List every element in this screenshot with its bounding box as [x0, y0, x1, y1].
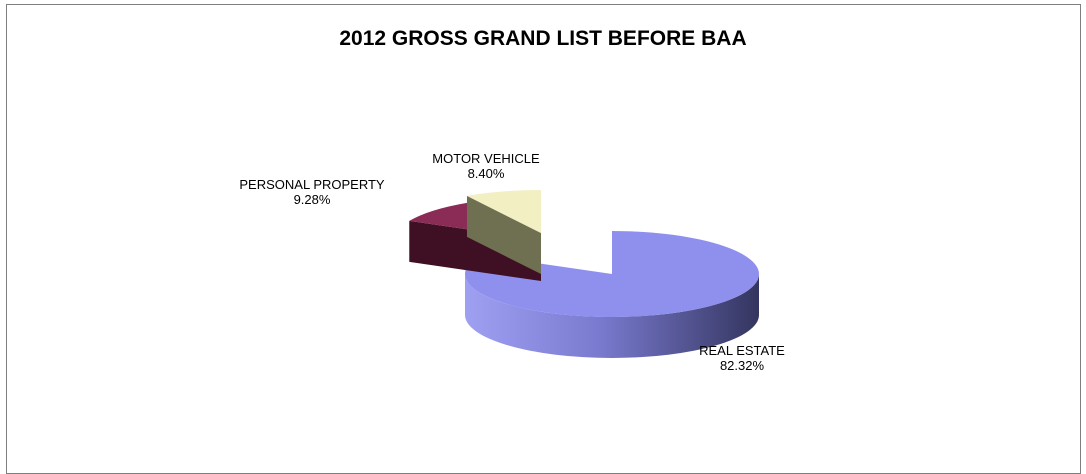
chart-title: 2012 GROSS GRAND LIST BEFORE BAA: [339, 27, 747, 50]
chart-frame: [6, 4, 1081, 474]
slice-value-personal-property: 9.28%: [294, 192, 331, 207]
slice-category-motor-vehicle: MOTOR VEHICLE: [432, 151, 540, 166]
slice-label-personal-property: PERSONAL PROPERTY 9.28%: [239, 177, 385, 207]
pie-chart: REAL ESTATE 82.32% PERSONAL PROPERTY 9.28% M…: [239, 151, 785, 373]
pie-slice-motor-vehicle: [466, 190, 541, 274]
slice-label-real-estate: REAL ESTATE 82.32%: [699, 343, 785, 373]
slice-category-personal-property: PERSONAL PROPERTY: [239, 177, 385, 192]
slice-value-real-estate: 82.32%: [720, 358, 765, 373]
slice-value-motor-vehicle: 8.40%: [468, 166, 505, 181]
pie-slice-real-estate: [464, 231, 759, 358]
slice-category-real-estate: REAL ESTATE: [699, 343, 785, 358]
slice-label-motor-vehicle: MOTOR VEHICLE 8.40%: [432, 151, 540, 181]
